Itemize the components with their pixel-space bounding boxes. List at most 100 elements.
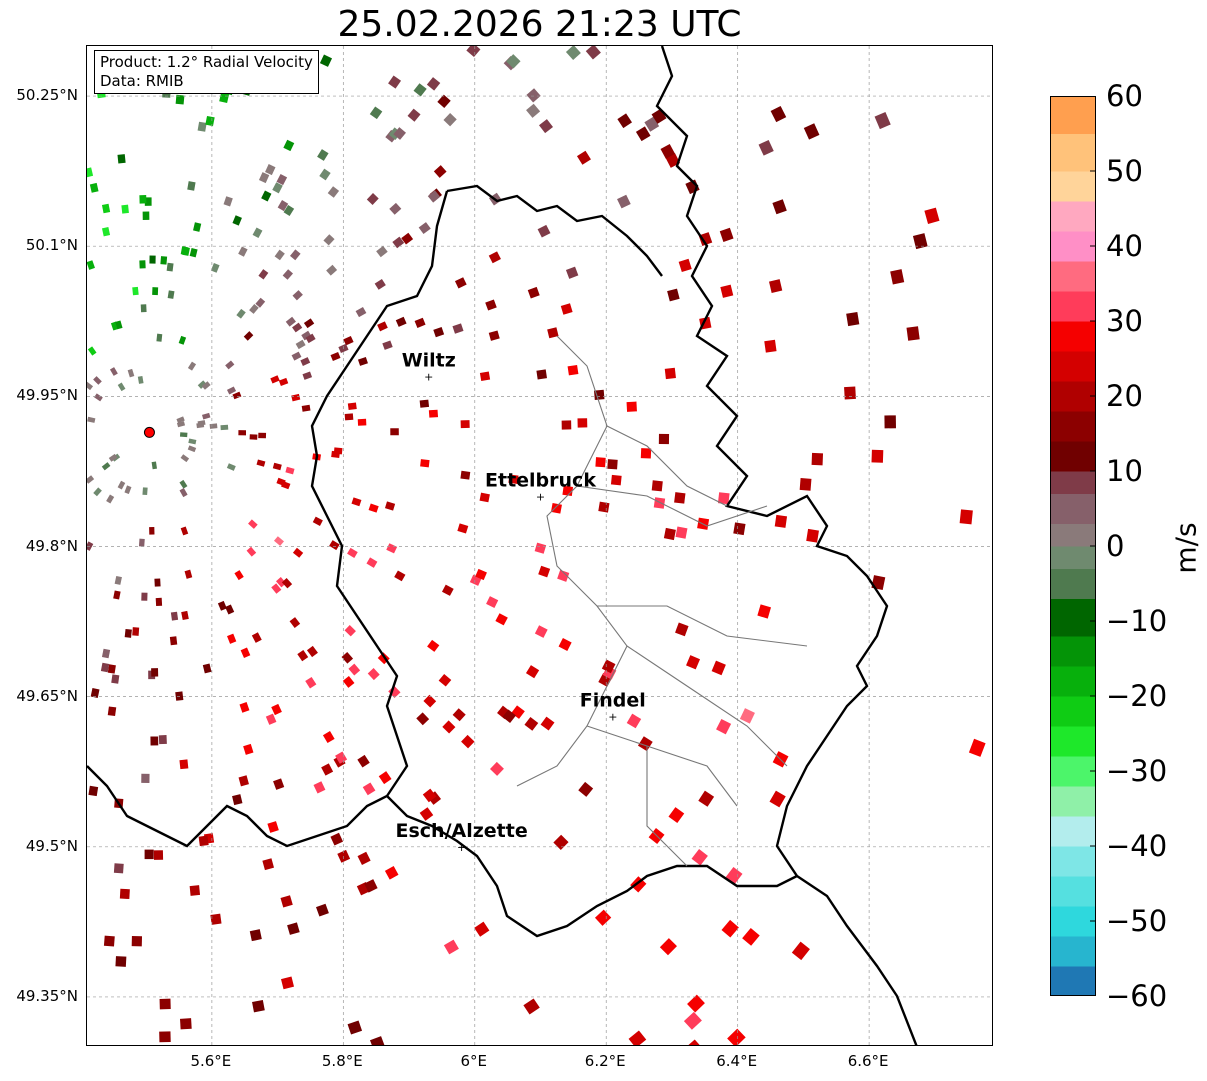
radar-gate <box>198 835 209 847</box>
radar-gate <box>189 248 198 258</box>
radar-gate <box>437 94 451 109</box>
radar-gate <box>536 369 547 380</box>
lon-tick-label: 5.8°E <box>321 1052 363 1070</box>
radar-gate <box>344 625 356 637</box>
radar-gate <box>117 154 126 164</box>
radar-gate <box>127 368 135 378</box>
radar-gate <box>151 668 159 677</box>
radar-gate <box>401 232 414 245</box>
radar-gate <box>239 702 250 713</box>
radar-gate <box>193 222 202 232</box>
radar-gate <box>261 190 272 202</box>
lat-tick-label: 50.1°N <box>25 236 78 255</box>
radar-gate <box>526 103 541 118</box>
colorbar-band <box>1050 471 1096 494</box>
radar-gate <box>844 386 856 400</box>
radar-gate <box>115 320 123 330</box>
radar-gate <box>323 234 335 246</box>
radar-gate <box>169 636 178 646</box>
radar-gate <box>635 126 651 142</box>
radar-gate <box>791 941 810 961</box>
place-label: Findel <box>580 690 646 712</box>
radar-gate <box>262 858 275 871</box>
radar-gate <box>131 935 143 947</box>
colorbar-band <box>1050 598 1096 637</box>
map-area[interactable]: + Wiltz + Ettelbruck + Findel + Esch/Alzette <box>86 45 993 1046</box>
radar-gate <box>884 415 896 429</box>
radar-gate <box>287 922 300 935</box>
radar-gate <box>426 77 441 91</box>
radar-gate <box>537 224 551 238</box>
radar-gate <box>719 227 734 242</box>
radar-gate <box>291 393 301 402</box>
radar-gate <box>292 547 304 558</box>
product-info-box: Product: 1.2° Radial Velocity Data: RMIB <box>94 50 319 94</box>
colorbar-band <box>1050 568 1096 599</box>
radar-gate <box>153 850 164 860</box>
radar-gate <box>912 233 928 250</box>
colorbar-band <box>1050 546 1096 569</box>
radar-gate <box>141 773 150 783</box>
radar-gate <box>179 479 188 489</box>
radar-gate <box>366 557 378 568</box>
radar-gate <box>243 743 254 755</box>
radar-gate <box>267 821 279 833</box>
radar-gate <box>220 424 229 431</box>
radar-gate <box>117 480 126 490</box>
radar-gate <box>395 316 407 327</box>
radar-gate <box>691 848 708 866</box>
radar-gate <box>523 998 540 1015</box>
radar-gate <box>312 516 323 526</box>
radar-gate <box>140 304 147 313</box>
radar-gate <box>419 807 434 821</box>
radar-gate <box>687 994 705 1013</box>
country-border-south <box>386 795 798 938</box>
radar-gate <box>317 149 329 161</box>
radar-gate <box>179 1018 192 1030</box>
radar-gate <box>806 528 819 543</box>
radar-gate <box>187 445 197 453</box>
radar-gate <box>594 909 612 926</box>
radar-gate <box>107 706 117 717</box>
radar-gate <box>347 547 358 558</box>
radar-gate <box>319 54 333 67</box>
radar-gate <box>343 335 354 346</box>
radar-gate <box>357 418 367 426</box>
radar-gate <box>758 139 774 156</box>
radar-gate <box>281 578 293 589</box>
radar-gate <box>249 434 258 440</box>
colorbar-band <box>1050 381 1096 412</box>
radar-gate <box>626 713 642 729</box>
radar-gate <box>386 543 398 554</box>
radar-gate <box>347 402 357 410</box>
radar-gate <box>441 584 454 596</box>
radar-gate <box>772 199 787 215</box>
radar-gate <box>466 46 481 57</box>
radar-gate <box>170 611 179 621</box>
radar-gate <box>227 633 237 644</box>
radar-gate <box>226 463 236 471</box>
radar-gate <box>159 1031 171 1043</box>
radar-gate <box>282 269 294 280</box>
radar-gate <box>607 459 618 470</box>
radar-gate <box>659 938 677 956</box>
radar-gate <box>132 627 140 636</box>
radar-gate <box>180 454 190 463</box>
radar-gate <box>197 121 207 132</box>
colorbar-tick-label: 50 <box>1106 154 1143 188</box>
radar-gate <box>283 204 295 217</box>
place-label: Wiltz <box>402 349 456 371</box>
radar-gate <box>351 497 362 507</box>
radar-gate <box>94 393 103 402</box>
radar-gate <box>187 181 196 191</box>
radar-gate <box>205 115 215 127</box>
lon-tick-label: 6°E <box>460 1052 488 1070</box>
radar-gate <box>675 526 688 539</box>
radar-gate <box>197 380 207 389</box>
radar-gate <box>769 279 783 293</box>
radar-gate <box>525 665 540 679</box>
radar-gate <box>377 321 388 332</box>
colorbar-band <box>1050 636 1096 667</box>
radar-gate <box>106 494 115 504</box>
radar-gate <box>295 339 306 350</box>
